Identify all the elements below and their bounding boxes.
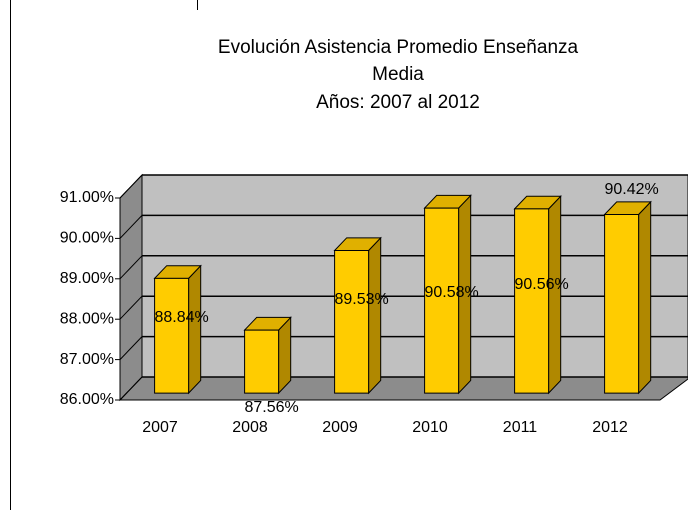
bar-front [514, 208, 550, 394]
value-label: 90.42% [604, 181, 658, 198]
grid-line [119, 215, 143, 239]
x-tick-label: 2012 [592, 419, 628, 436]
y-tick-label: 91.00% [60, 189, 114, 206]
value-label: 89.53% [334, 291, 388, 308]
bar-side [368, 236, 382, 395]
y-tick-label: 88.00% [60, 310, 114, 327]
side-wall [119, 173, 143, 402]
chart-title: Evolución Asistencia Promedio Enseñanza [218, 37, 579, 58]
bar [153, 264, 202, 395]
y-tick-label: 87.00% [60, 351, 114, 368]
value-label: 90.56% [514, 276, 568, 293]
bar-side [188, 264, 202, 395]
chart-title: Media [372, 64, 424, 85]
bar-front [334, 249, 370, 394]
value-label: 88.84% [154, 309, 208, 326]
bar-front [154, 277, 190, 394]
chart-title: Años: 2007 al 2012 [316, 92, 480, 113]
y-tick-label: 86.00% [60, 391, 114, 408]
x-tick-label: 2009 [322, 419, 358, 436]
bar [513, 194, 562, 395]
bar [243, 316, 292, 395]
bar-side [638, 200, 652, 395]
value-label: 90.58% [424, 284, 478, 301]
bar-front [244, 329, 280, 394]
x-tick-label: 2007 [142, 419, 178, 436]
bar-front [424, 207, 460, 394]
bar-front [604, 214, 640, 394]
x-tick-label: 2008 [232, 419, 268, 436]
bar [423, 194, 472, 395]
grid-line [119, 255, 143, 280]
floor [118, 376, 688, 401]
grid-line [119, 174, 143, 199]
grid-line [119, 376, 143, 401]
y-tick-label: 90.00% [60, 230, 114, 247]
value-label: 87.56% [244, 399, 298, 416]
grid-line [119, 336, 143, 360]
bar [603, 200, 652, 395]
bar [333, 236, 382, 395]
grid-line [119, 295, 143, 320]
bar-side [548, 194, 562, 395]
x-tick-label: 2011 [503, 419, 538, 436]
x-tick-label: 2010 [412, 419, 448, 436]
y-tick-label: 89.00% [60, 270, 114, 287]
